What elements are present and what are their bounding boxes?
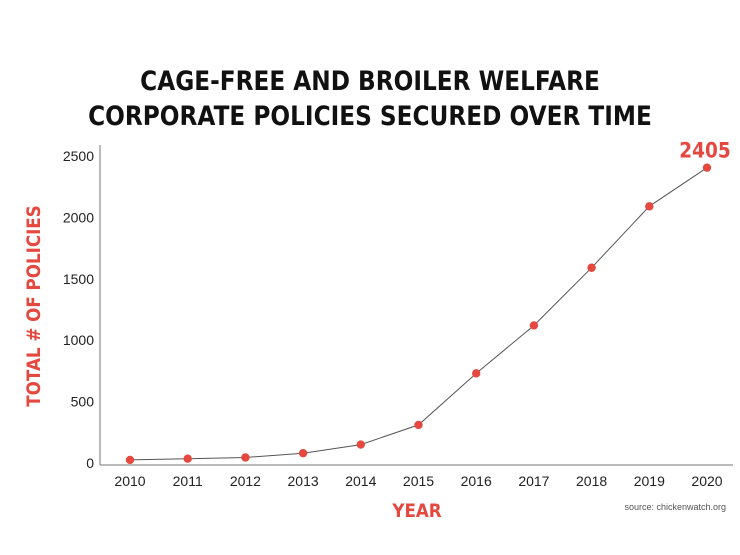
- data-point-2016: [472, 369, 481, 378]
- x-tick-label: 2020: [691, 473, 722, 489]
- series-line: [129, 167, 708, 461]
- data-point-2018: [587, 263, 596, 272]
- y-ticks: 0 500 1000 1500 2000 2500: [63, 148, 94, 471]
- chart-title-line-1: CAGE-FREE AND BROILER WELFARE: [140, 66, 600, 97]
- x-tick-label: 2013: [288, 473, 319, 489]
- x-tick-label: 2019: [634, 473, 665, 489]
- y-tick-label: 500: [71, 394, 95, 410]
- data-point-2011: [183, 454, 192, 463]
- y-tick-label: 1000: [63, 332, 94, 348]
- source-note: source: chickenwatch.org: [624, 502, 726, 512]
- data-point-2019: [645, 202, 654, 211]
- y-tick-label: 1500: [63, 271, 94, 287]
- y-axis-label: TOTAL # OF POLICIES: [23, 205, 45, 406]
- x-axis-label: YEAR: [391, 500, 441, 522]
- x-tick-label: 2017: [518, 473, 549, 489]
- data-point-2015: [414, 420, 423, 430]
- x-tick-label: 2018: [576, 473, 607, 489]
- x-tick-label: 2015: [403, 473, 434, 489]
- data-point-2013: [298, 448, 308, 458]
- y-tick-label: 2000: [63, 209, 94, 225]
- x-tick-label: 2016: [461, 473, 492, 489]
- data-point-2020: [702, 163, 712, 172]
- data-point-2014: [356, 440, 365, 449]
- data-point-2017: [529, 321, 539, 330]
- x-tick-label: 2012: [230, 473, 261, 489]
- y-tick-label: 0: [86, 455, 94, 471]
- data-markers: [125, 163, 712, 465]
- chart-title-line-2: CORPORATE POLICIES SECURED OVER TIME: [88, 101, 652, 132]
- data-point-2010: [125, 455, 135, 465]
- x-tick-label: 2011: [173, 473, 203, 489]
- x-tick-label: 2014: [345, 473, 376, 489]
- x-tick-label: 2010: [114, 473, 145, 489]
- y-tick-label: 2500: [63, 148, 94, 164]
- data-point-2012: [241, 453, 250, 462]
- x-ticks: 2010 2011 2012 2013 2014 2015 2016 2017 2018 2019…: [114, 473, 722, 489]
- last-value-label: 2405: [679, 139, 730, 163]
